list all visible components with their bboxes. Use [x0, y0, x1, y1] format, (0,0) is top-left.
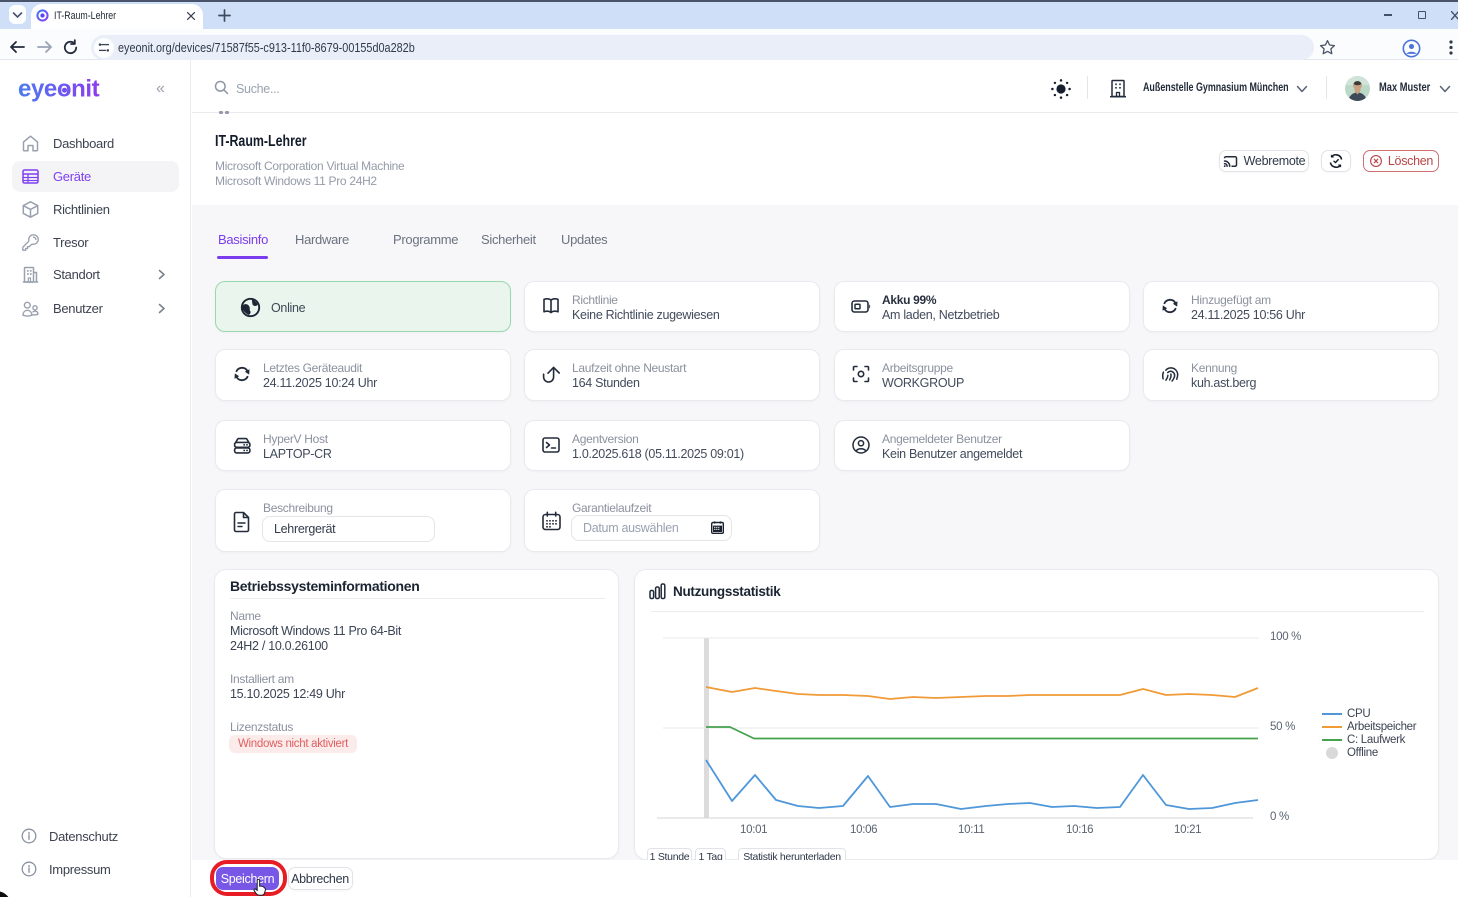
svg-text:eyeonit: eyeonit — [18, 76, 100, 103]
